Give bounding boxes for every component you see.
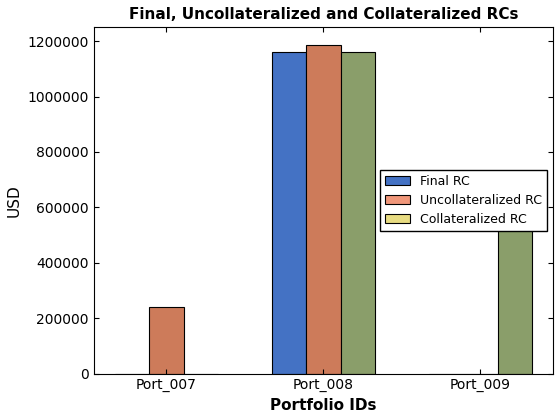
Bar [498,221,532,374]
Bar [272,52,306,374]
X-axis label: Portfolio IDs: Portfolio IDs [270,398,377,413]
Y-axis label: USD: USD [7,184,22,217]
Bar [340,52,375,374]
Bar [306,45,340,374]
Title: Final, Uncollateralized and Collateralized RCs: Final, Uncollateralized and Collateraliz… [129,7,518,22]
Bar [149,307,184,374]
Legend: Final RC, Uncollateralized RC, Collateralized RC: Final RC, Uncollateralized RC, Collatera… [380,170,547,231]
